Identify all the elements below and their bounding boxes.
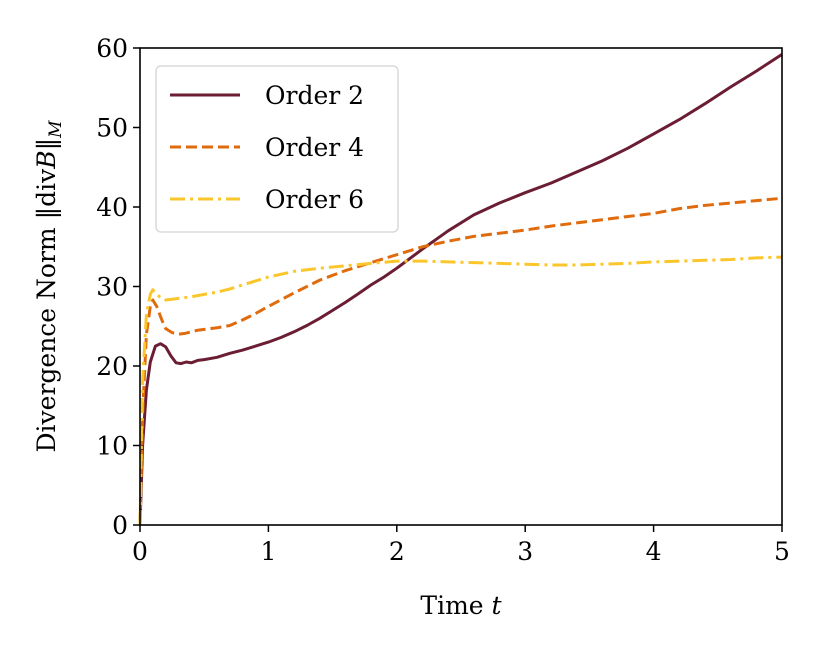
y-tick-label: 10 [96,432,128,461]
legend: Order 2 Order 4 Order 6 [155,65,399,233]
series-line-2 [138,196,783,526]
y-tick-label: 30 [96,273,128,302]
y-axis-label: Divergence Norm ‖divB‖M [32,120,66,453]
legend-label: Order 6 [265,185,364,214]
y-tick-label: 0 [112,511,128,540]
y-tick-label: 60 [96,34,128,63]
y-tick-label: 20 [96,352,128,381]
legend-label: Order 2 [265,81,364,110]
plot-lines [138,53,783,526]
x-axis-label: Time t [420,591,502,620]
y-tick-label: 50 [96,114,128,143]
x-tick-label: 3 [517,537,533,566]
series-line-1 [138,53,783,526]
legend-box [155,65,399,233]
x-tick-label: 4 [646,537,662,566]
x-tick-label: 5 [774,537,790,566]
x-tick-label: 0 [132,537,148,566]
y-tick-label: 40 [96,193,128,222]
legend-items: Order 2 Order 4 Order 6 [170,81,364,214]
legend-label: Order 4 [265,133,364,162]
x-tick-label: 2 [389,537,405,566]
series-line-3 [138,255,783,526]
x-tick-label: 1 [260,537,276,566]
